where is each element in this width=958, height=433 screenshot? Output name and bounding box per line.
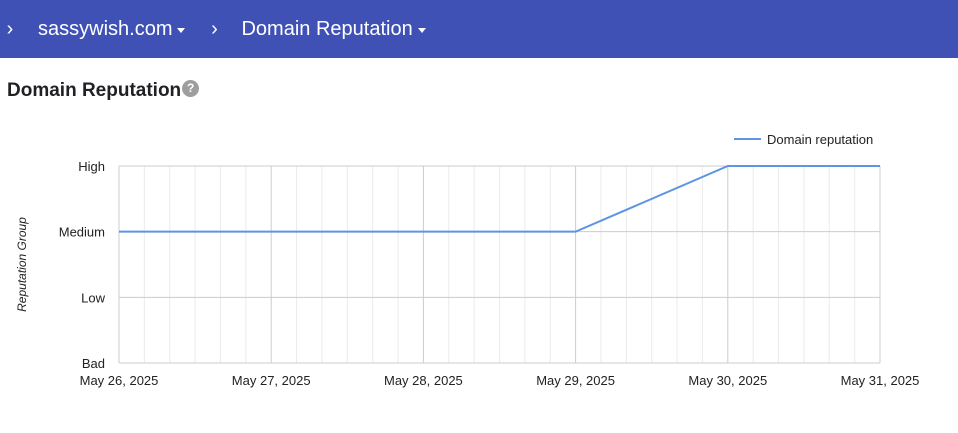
breadcrumb-report-label: Domain Reputation	[241, 17, 413, 40]
breadcrumb-domain-selector[interactable]: sassywish.com	[38, 17, 186, 41]
chevron-right-icon: ›	[211, 18, 218, 40]
help-question-icon[interactable]: ?	[182, 79, 200, 97]
page-title-container: Domain Reputation ?	[7, 79, 200, 102]
x-tick-label: May 27, 2025	[232, 373, 311, 388]
x-tick-label: May 29, 2025	[536, 373, 615, 388]
y-tick-label: Low	[81, 290, 105, 305]
x-tick-label: May 31, 2025	[841, 373, 920, 388]
chevron-right-icon: ›	[6, 18, 14, 40]
page-title: Domain Reputation	[7, 80, 182, 101]
y-tick-label: Bad	[82, 356, 105, 371]
caret-down-icon	[177, 27, 186, 33]
series-line-domain-reputation	[119, 165, 880, 233]
y-tick-label: High	[78, 159, 105, 174]
top-navigation-bar: › sassywish.com › Domain Reputation	[0, 0, 958, 58]
x-tick-label: May 26, 2025	[80, 373, 159, 388]
breadcrumb-report-selector[interactable]: Domain Reputation	[241, 17, 426, 41]
legend-label: Domain reputation	[767, 132, 873, 147]
y-axis-title: Reputation Group	[15, 217, 29, 312]
x-tick-label: May 28, 2025	[384, 373, 463, 388]
y-tick-label: Medium	[59, 225, 105, 240]
breadcrumb-domain-label: sassywish.com	[38, 17, 173, 40]
caret-down-icon	[417, 27, 426, 33]
x-tick-label: May 30, 2025	[688, 373, 767, 388]
